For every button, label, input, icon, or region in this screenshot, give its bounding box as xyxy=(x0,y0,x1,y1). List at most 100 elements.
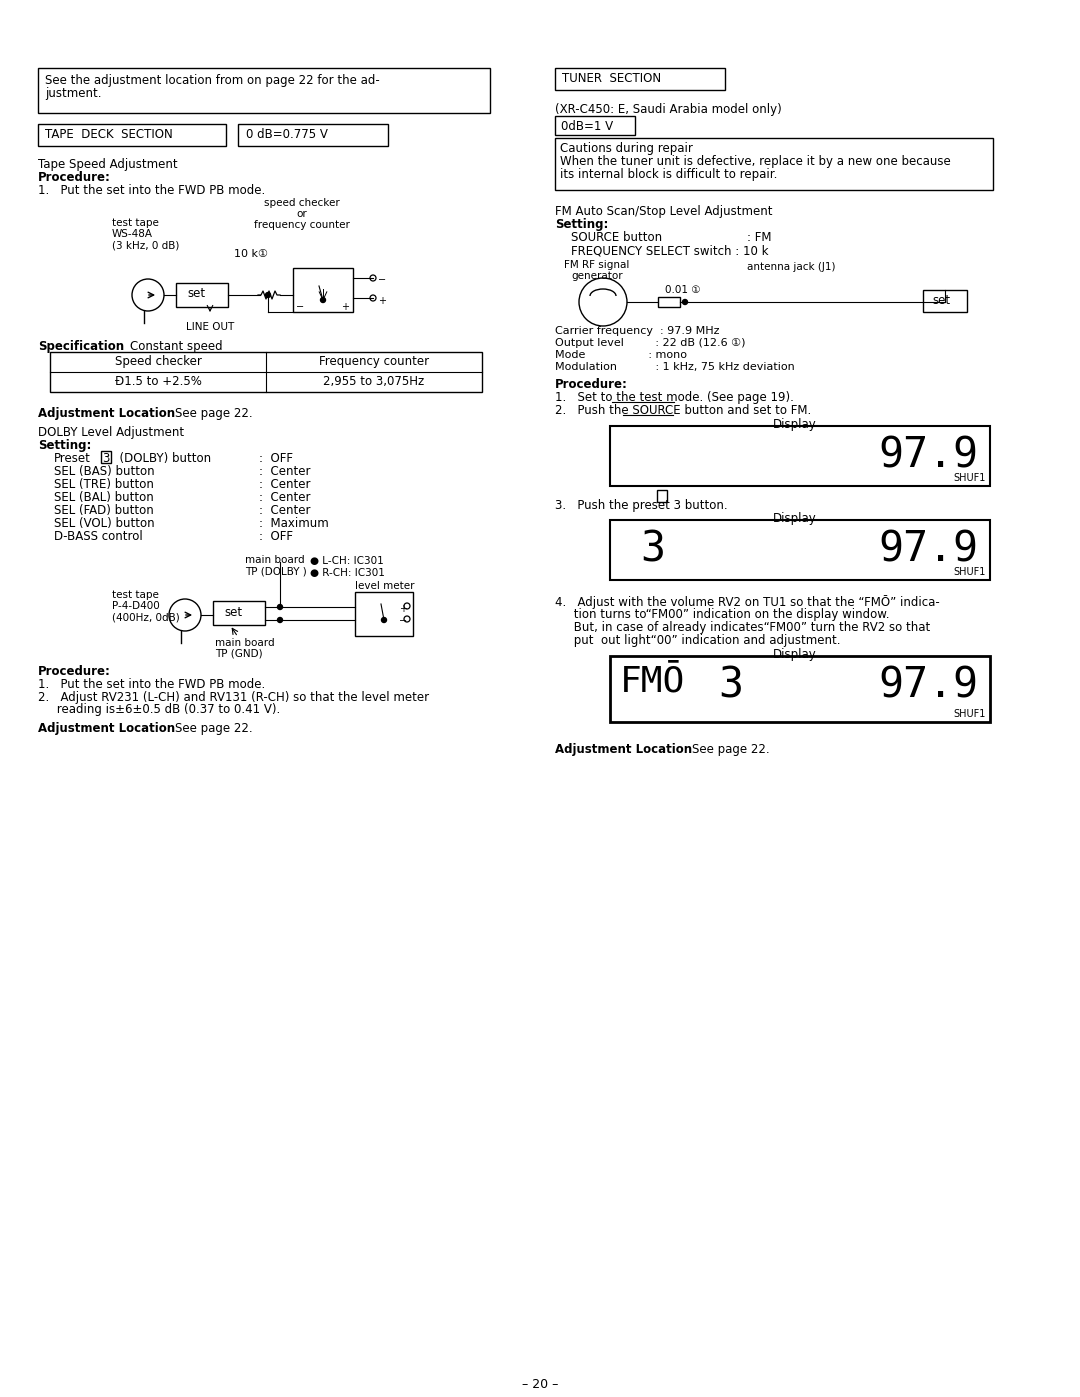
Bar xyxy=(38,68,490,113)
Text: Ð1.5 to +2.5%: Ð1.5 to +2.5% xyxy=(114,374,202,388)
Text: main board: main board xyxy=(245,555,305,564)
Text: See page 22.: See page 22. xyxy=(175,407,253,420)
Text: justment.: justment. xyxy=(45,87,102,101)
Text: 97.9: 97.9 xyxy=(878,664,978,705)
Text: LINE OUT: LINE OUT xyxy=(186,321,234,332)
Text: SHUF1: SHUF1 xyxy=(954,474,986,483)
Bar xyxy=(923,291,967,312)
Text: speed checker: speed checker xyxy=(265,198,340,208)
Text: :  OFF: : OFF xyxy=(259,453,293,465)
Text: set: set xyxy=(224,606,242,619)
Text: Frequency counter: Frequency counter xyxy=(319,355,429,367)
Text: 3: 3 xyxy=(640,528,665,570)
Text: 3: 3 xyxy=(718,664,743,705)
Text: SHUF1: SHUF1 xyxy=(954,567,986,577)
Text: See page 22.: See page 22. xyxy=(175,722,253,735)
Text: Tape Speed Adjustment: Tape Speed Adjustment xyxy=(38,158,177,170)
Text: SEL (BAS) button: SEL (BAS) button xyxy=(54,465,154,478)
Text: DOLBY Level Adjustment: DOLBY Level Adjustment xyxy=(38,426,184,439)
Text: FM Auto Scan/Stop Level Adjustment: FM Auto Scan/Stop Level Adjustment xyxy=(555,205,772,218)
Text: Setting:: Setting: xyxy=(555,218,608,231)
Bar xyxy=(610,657,990,722)
Text: SOURCE button: SOURCE button xyxy=(571,231,662,244)
Text: Mode                  : mono: Mode : mono xyxy=(555,351,687,360)
Text: reading is±6±0.5 dB (0.37 to 0.41 V).: reading is±6±0.5 dB (0.37 to 0.41 V). xyxy=(38,703,280,717)
Text: its internal block is difficult to repair.: its internal block is difficult to repai… xyxy=(561,168,778,182)
Text: SEL (BAL) button: SEL (BAL) button xyxy=(54,490,153,504)
Text: antenna jack (J1): antenna jack (J1) xyxy=(747,263,836,272)
Text: :  OFF: : OFF xyxy=(259,529,293,543)
Bar xyxy=(657,490,667,502)
Text: Modulation           : 1 kHz, 75 kHz deviation: Modulation : 1 kHz, 75 kHz deviation xyxy=(555,362,795,372)
Text: But, in case of already indicates“FM00” turn the RV2 so that: But, in case of already indicates“FM00” … xyxy=(555,622,930,634)
Circle shape xyxy=(278,617,283,623)
Text: TP (GND): TP (GND) xyxy=(215,650,262,659)
Text: put  out light“00” indication and adjustment.: put out light“00” indication and adjustm… xyxy=(555,634,840,647)
Text: −: − xyxy=(296,302,305,312)
Text: SEL (FAD) button: SEL (FAD) button xyxy=(54,504,153,517)
Text: 4.   Adjust with the volume RV2 on TU1 so that the “FMŌ” indica-: 4. Adjust with the volume RV2 on TU1 so … xyxy=(555,595,940,609)
Text: Display: Display xyxy=(773,511,816,525)
Text: Display: Display xyxy=(773,418,816,432)
Bar xyxy=(610,426,990,486)
Bar xyxy=(555,116,635,136)
Text: +: + xyxy=(341,302,349,312)
Text: See page 22.: See page 22. xyxy=(692,743,770,756)
Text: TP (DOLBY ): TP (DOLBY ) xyxy=(245,567,307,577)
Text: generator: generator xyxy=(571,271,623,281)
Bar xyxy=(658,298,680,307)
Circle shape xyxy=(278,605,283,609)
Text: Adjustment Location: Adjustment Location xyxy=(38,722,175,735)
Text: ● L-CH: IC301: ● L-CH: IC301 xyxy=(310,556,383,566)
Text: 2.   Adjust RV231 (L-CH) and RV131 (R-CH) so that the level meter: 2. Adjust RV231 (L-CH) and RV131 (R-CH) … xyxy=(38,692,429,704)
Bar xyxy=(610,520,990,580)
Text: tion turns to“FM00” indication on the display window.: tion turns to“FM00” indication on the di… xyxy=(555,608,890,622)
Text: −: − xyxy=(399,616,407,626)
Text: FMŌ: FMŌ xyxy=(620,664,685,698)
Text: −: − xyxy=(378,275,387,285)
Text: WS-48A: WS-48A xyxy=(112,229,153,239)
Bar xyxy=(238,124,388,147)
Text: :  Maximum: : Maximum xyxy=(259,517,328,529)
Text: level meter: level meter xyxy=(355,581,415,591)
Text: +: + xyxy=(378,296,386,306)
Text: See the adjustment location from on page 22 for the ad-: See the adjustment location from on page… xyxy=(45,74,380,87)
Text: Setting:: Setting: xyxy=(38,439,92,453)
Text: Procedure:: Procedure: xyxy=(38,170,111,184)
Text: : FM: : FM xyxy=(747,231,771,244)
Text: :  Center: : Center xyxy=(259,465,311,478)
Text: 1.   Put the set into the FWD PB mode.: 1. Put the set into the FWD PB mode. xyxy=(38,184,266,197)
Bar xyxy=(555,68,725,89)
Text: :  Center: : Center xyxy=(259,490,311,504)
Text: test tape: test tape xyxy=(112,218,159,228)
Bar xyxy=(355,592,413,636)
Text: Adjustment Location: Adjustment Location xyxy=(555,743,692,756)
Circle shape xyxy=(381,617,387,623)
Text: :  Center: : Center xyxy=(259,504,311,517)
Text: Constant speed: Constant speed xyxy=(130,339,222,353)
Text: 3: 3 xyxy=(102,453,109,465)
Text: Procedure:: Procedure: xyxy=(555,379,627,391)
Text: TUNER  SECTION: TUNER SECTION xyxy=(562,73,661,85)
Text: Display: Display xyxy=(773,648,816,661)
Circle shape xyxy=(266,292,270,298)
Text: 2.   Push the SOURCE button and set to FM.: 2. Push the SOURCE button and set to FM. xyxy=(555,404,811,416)
Text: Cautions during repair: Cautions during repair xyxy=(561,142,693,155)
Text: Specification: Specification xyxy=(38,339,124,353)
Text: SEL (VOL) button: SEL (VOL) button xyxy=(54,517,154,529)
Circle shape xyxy=(321,298,325,303)
Text: 2,955 to 3,075Hz: 2,955 to 3,075Hz xyxy=(323,374,424,388)
Text: FREQUENCY SELECT switch : 10 k: FREQUENCY SELECT switch : 10 k xyxy=(571,244,769,257)
Bar xyxy=(38,124,226,147)
Text: (DOLBY) button: (DOLBY) button xyxy=(112,453,211,465)
Text: 10 k①: 10 k① xyxy=(234,249,268,258)
Text: +: + xyxy=(399,604,407,615)
Text: 1.   Set to the test mode. (See page 19).: 1. Set to the test mode. (See page 19). xyxy=(555,391,794,404)
Text: Adjustment Location: Adjustment Location xyxy=(38,407,175,420)
Text: – 20 –: – 20 – xyxy=(522,1377,558,1391)
Text: SHUF1: SHUF1 xyxy=(954,710,986,719)
Text: 0 dB=0.775 V: 0 dB=0.775 V xyxy=(246,129,328,141)
Text: FM RF signal: FM RF signal xyxy=(565,260,630,270)
Bar xyxy=(102,451,111,462)
Bar xyxy=(176,284,228,307)
